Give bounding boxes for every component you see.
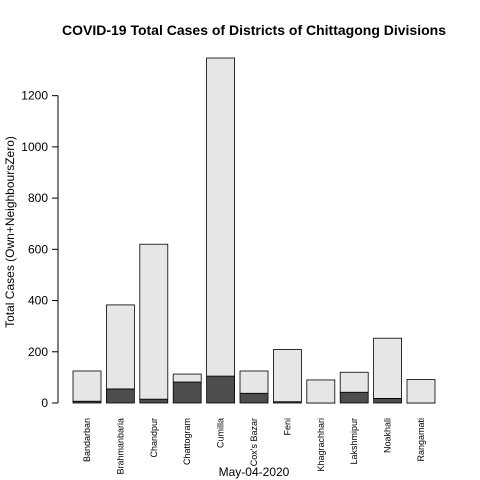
y-tick-label: 800	[28, 191, 48, 205]
bar-segment-own	[172, 381, 202, 404]
y-tick-label: 600	[28, 242, 48, 256]
x-tick-label: Cox's Bazar	[249, 418, 259, 466]
bar-segment-neighbours	[406, 379, 436, 404]
x-tick-label: Chattogram	[182, 418, 192, 465]
x-axis-tick-labels: Bandarban Brahmanbaria Chandpur Chattogram C…	[82, 418, 426, 475]
bar-segment-own	[106, 388, 135, 404]
bar-segment-neighbours	[339, 371, 369, 393]
bar-segment-neighbours	[106, 304, 135, 390]
bar-segment-own	[206, 375, 236, 404]
x-tick-label: Bandarban	[82, 418, 92, 462]
x-tick-label: Lakshmipur	[349, 418, 359, 465]
bar-segment-neighbours	[206, 57, 236, 377]
x-tick-label: Chandpur	[149, 418, 159, 458]
y-tick-label: 400	[28, 294, 48, 308]
bars	[72, 57, 436, 404]
y-axis: 0 200 400 600 800 1000 1200	[21, 89, 59, 410]
bar-segment-own	[373, 397, 403, 404]
x-tick-label: Cumilla	[216, 418, 226, 448]
y-axis-label: Total Cases (Own+NeighboursZero)	[3, 136, 17, 328]
x-tick-label: Feni	[282, 418, 292, 436]
bar-segment-own	[339, 391, 369, 404]
bar-segment-own	[139, 398, 169, 404]
bar-segment-neighbours	[139, 243, 169, 400]
x-tick-label: Brahmanbaria	[115, 418, 125, 475]
bar-segment-neighbours	[239, 370, 269, 394]
bar-segment-own	[239, 392, 269, 404]
x-axis-label: May-04-2020	[219, 465, 290, 479]
bar-segment-neighbours	[72, 370, 102, 402]
y-tick-label: 0	[41, 396, 48, 410]
x-tick-label: Noakhali	[383, 418, 393, 453]
chart-title: COVID-19 Total Cases of Districts of Chi…	[62, 22, 446, 38]
x-tick-label: Rangamati	[416, 418, 426, 462]
bar-segment-neighbours	[373, 337, 403, 399]
x-tick-label: Khagrachhari	[316, 418, 326, 472]
bar-segment-neighbours	[172, 373, 202, 383]
bar-segment-neighbours	[272, 349, 302, 403]
y-tick-label: 1200	[21, 89, 48, 103]
y-tick-label: 200	[28, 345, 48, 359]
y-tick-label: 1000	[21, 140, 48, 154]
bar-segment-neighbours	[306, 379, 336, 404]
